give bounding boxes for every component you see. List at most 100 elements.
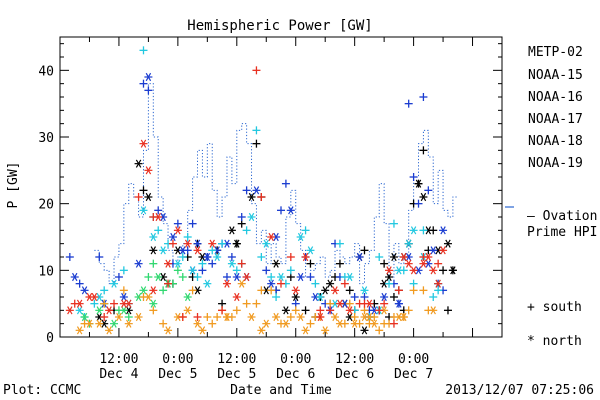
north-point [183, 239, 192, 248]
north-point [124, 299, 133, 308]
south-point [375, 306, 384, 315]
south-point [419, 286, 428, 295]
north-point [75, 326, 84, 335]
south-point [232, 266, 241, 275]
south-point [149, 259, 158, 268]
north-point [399, 252, 408, 262]
north-point [173, 259, 182, 268]
north-point [360, 286, 369, 295]
north-point [394, 266, 403, 275]
south-point [203, 313, 212, 321]
north-point [247, 192, 256, 202]
south-point [277, 279, 285, 288]
north-point [434, 279, 443, 288]
data-points [65, 46, 457, 335]
south-point [404, 306, 413, 315]
south-point [389, 293, 398, 301]
north-point [105, 326, 114, 335]
footer-left: Plot: CCMC [3, 383, 81, 398]
north-point [232, 239, 241, 248]
north-point [439, 226, 448, 235]
ovation-series [94, 83, 514, 285]
north-point [316, 312, 325, 322]
south-point [173, 266, 182, 275]
south-point [306, 319, 315, 328]
south-point [208, 246, 217, 255]
south-point [419, 93, 428, 101]
x-tick-time: 0:00 [162, 352, 193, 367]
south-point [139, 186, 148, 195]
south-point [409, 173, 418, 181]
south-point [159, 319, 168, 328]
north-point [114, 312, 123, 322]
north-point [149, 232, 158, 242]
north-point [139, 139, 148, 148]
x-tick-date: Dec 5 [217, 367, 256, 382]
south-point [394, 286, 403, 295]
north-point [419, 259, 428, 268]
south-point [434, 259, 443, 268]
north-point [443, 239, 452, 248]
south-point [409, 279, 418, 288]
north-point [272, 312, 281, 322]
north-point [119, 306, 128, 315]
north-point [144, 292, 153, 302]
x-tick-time: 12:00 [335, 352, 374, 367]
north-point [203, 252, 212, 262]
north-point [134, 312, 143, 322]
north-point [399, 312, 408, 322]
south-point [218, 239, 227, 248]
north-point [385, 272, 394, 282]
north-point [105, 306, 114, 315]
north-point [139, 206, 148, 215]
south-point [139, 46, 148, 55]
south-point [404, 99, 413, 108]
north-point [301, 326, 310, 335]
north-point [277, 272, 285, 282]
plot-frame [59, 36, 503, 338]
south-point [277, 206, 285, 215]
north-point [291, 286, 300, 295]
south-point [242, 299, 251, 308]
north-point [110, 279, 119, 288]
south-point [306, 273, 315, 281]
footer-right: 2013/12/07 07:25:06 [445, 383, 594, 398]
north-point [424, 252, 433, 262]
south-point [110, 299, 119, 308]
south-point [173, 219, 182, 228]
north-point [316, 292, 325, 302]
north-point [178, 246, 187, 255]
south-point [439, 266, 448, 275]
north-point [149, 299, 158, 308]
south-point [419, 146, 428, 155]
north-point [159, 246, 168, 255]
south-point [193, 273, 202, 281]
south-point [154, 226, 163, 235]
south-point [380, 299, 389, 308]
x-tick-time: 0:00 [280, 352, 311, 367]
north-point [404, 239, 413, 248]
south-point [139, 79, 148, 88]
x-tick-time: 0:00 [398, 352, 429, 367]
south-point [237, 213, 246, 221]
north-point [203, 279, 212, 288]
south-point [188, 219, 197, 228]
south-point [257, 193, 266, 201]
south-point [252, 299, 261, 308]
south-point [100, 313, 109, 321]
x-tick-time: 12:00 [99, 352, 138, 367]
north-point [65, 306, 74, 315]
south-point [335, 259, 344, 268]
south-point [375, 326, 384, 335]
north-point [154, 272, 163, 282]
south-point [262, 266, 271, 275]
south-point [375, 253, 384, 261]
south-point [178, 273, 187, 281]
north-point [110, 319, 119, 328]
north-point [331, 286, 340, 295]
south-point [227, 253, 236, 261]
north-point [222, 312, 231, 322]
south-point [193, 313, 202, 321]
x-tick-date: Dec 5 [158, 367, 197, 382]
